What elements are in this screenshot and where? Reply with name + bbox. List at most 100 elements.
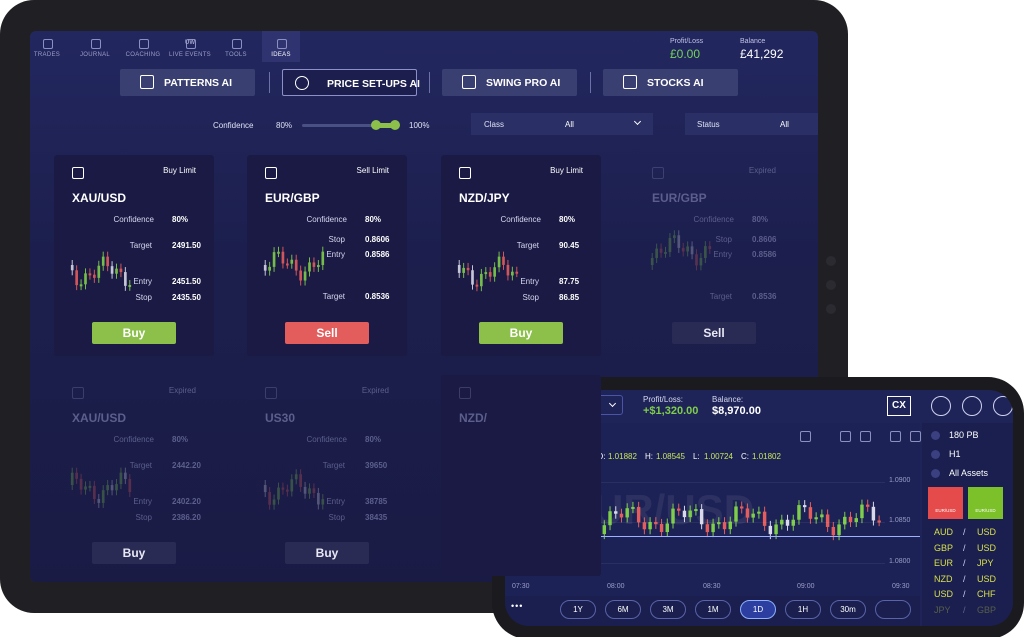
toolbar-icon[interactable] bbox=[800, 431, 811, 442]
buy-button[interactable]: EUR/USD bbox=[968, 487, 1003, 519]
candle-body bbox=[124, 272, 127, 286]
idea-card[interactable]: Buy Limit NZD/JPY Confidence 80% Target 90.45… bbox=[441, 155, 601, 356]
toolbar-icon[interactable] bbox=[860, 431, 871, 442]
header-icon[interactable] bbox=[962, 396, 982, 416]
pair-quote[interactable]: USD bbox=[977, 542, 997, 553]
candle-body bbox=[303, 486, 307, 494]
nav-item[interactable]: JOURNAL bbox=[79, 52, 111, 58]
side-timeframe: H1 bbox=[949, 449, 961, 459]
candle-body bbox=[321, 251, 325, 266]
candle-body bbox=[791, 519, 795, 526]
level-value: 86.85 bbox=[559, 293, 580, 302]
class-select[interactable]: Class All bbox=[471, 113, 653, 135]
toolbar-icon[interactable] bbox=[840, 431, 851, 442]
pair-quote[interactable]: CHF bbox=[977, 589, 996, 599]
timeframe-pill[interactable]: 1H bbox=[785, 600, 821, 619]
candle-body bbox=[625, 508, 629, 518]
card-icon bbox=[459, 167, 471, 179]
timeframe-pill[interactable]: 6M bbox=[605, 600, 641, 619]
pair-quote[interactable]: USD bbox=[977, 573, 997, 584]
trade-button[interactable]: Buy bbox=[92, 322, 176, 344]
price-label: 1.0900 bbox=[889, 477, 911, 484]
trade-button[interactable]: Buy bbox=[479, 322, 563, 344]
logo: CX bbox=[887, 396, 911, 416]
pair-quote[interactable]: USD bbox=[977, 527, 997, 537]
idea-card[interactable]: NZD/ bbox=[441, 375, 601, 576]
toolbar-icon[interactable] bbox=[890, 431, 901, 442]
candle-body bbox=[119, 472, 123, 485]
price-grid bbox=[510, 482, 885, 483]
pair-base[interactable]: EUR bbox=[934, 558, 954, 568]
more-button[interactable]: ••• bbox=[511, 601, 524, 611]
sell-button[interactable]: EUR/USD bbox=[928, 487, 963, 519]
pair-base[interactable]: NZD bbox=[934, 573, 953, 584]
toolbar-icon[interactable] bbox=[910, 431, 921, 442]
timeframe-pill[interactable] bbox=[875, 600, 911, 619]
confidence-label: Confidence bbox=[693, 215, 734, 224]
timeframe-pill[interactable]: 1M bbox=[695, 600, 731, 619]
timeframe-pill[interactable]: 30m bbox=[830, 600, 866, 619]
candle-body bbox=[694, 509, 698, 512]
nav-item[interactable]: LIVE EVENTS bbox=[169, 52, 211, 58]
level-value: 0.8536 bbox=[365, 292, 390, 301]
card-type: Expired bbox=[168, 386, 196, 395]
nav-item[interactable]: COACHING bbox=[125, 52, 161, 58]
idea-card[interactable]: Sell Limit EUR/GBP Confidence 80% Stop 0.8606… bbox=[247, 155, 407, 356]
candle-body bbox=[877, 520, 881, 523]
tab[interactable]: SWING PRO AI bbox=[442, 69, 577, 96]
candle-body bbox=[272, 252, 276, 267]
level-value: 90.45 bbox=[559, 241, 580, 250]
nav-item[interactable]: TOOLS bbox=[225, 52, 247, 58]
candle-body bbox=[654, 522, 658, 525]
status-select[interactable]: Status All bbox=[685, 113, 818, 135]
idea-card[interactable]: Buy Limit XAU/USD Confidence 80% Target 2491.… bbox=[54, 155, 214, 356]
pair-quote[interactable]: GBP bbox=[977, 604, 997, 615]
timeframe-pill[interactable]: 1D bbox=[740, 600, 776, 619]
idea-card[interactable]: Expired EUR/GBP Confidence 80% Stop 0.8606 Ent… bbox=[634, 155, 794, 356]
card-icon bbox=[652, 167, 664, 179]
idea-card[interactable]: Expired XAU/USD Confidence 80% Target 2442.20… bbox=[54, 375, 214, 576]
trade-button[interactable]: Sell bbox=[672, 322, 756, 344]
card-icon bbox=[265, 387, 277, 399]
trade-button[interactable]: Sell bbox=[285, 322, 369, 344]
timeframe-pill[interactable]: 3M bbox=[650, 600, 686, 619]
side-chevron[interactable] bbox=[931, 469, 940, 478]
candle-body bbox=[699, 509, 704, 525]
tab[interactable]: PRICE SET-UPS AI bbox=[282, 69, 420, 96]
confidence-value: 80% bbox=[365, 215, 382, 224]
pair-base[interactable]: GBP bbox=[934, 542, 954, 553]
level-value: 0.8536 bbox=[752, 292, 777, 301]
level-label: Entry bbox=[326, 250, 345, 259]
candle-body bbox=[128, 284, 132, 287]
price-grid bbox=[510, 522, 885, 523]
pair-base[interactable]: JPY bbox=[934, 604, 951, 615]
timeframe-pill[interactable]: 1Y bbox=[560, 600, 596, 619]
nav-item[interactable]: TRADES bbox=[33, 52, 61, 58]
pair-base[interactable]: USD bbox=[934, 589, 954, 599]
nav-item[interactable]: IDEAS bbox=[271, 52, 291, 58]
pair-quote[interactable]: JPY bbox=[977, 558, 994, 568]
pair-base[interactable]: AUD bbox=[934, 527, 954, 537]
side-chevron[interactable] bbox=[931, 450, 940, 459]
balance: £41,292 bbox=[740, 47, 784, 61]
balance: $8,970.00 bbox=[712, 405, 761, 417]
trade-button[interactable]: Buy bbox=[92, 542, 176, 564]
slider-knob[interactable] bbox=[390, 120, 400, 130]
candle-body bbox=[631, 506, 635, 509]
slider-knob[interactable] bbox=[371, 120, 381, 130]
tab[interactable]: STOCKS AI bbox=[603, 69, 738, 96]
header-icon[interactable] bbox=[931, 396, 951, 416]
trade-button[interactable]: Buy bbox=[285, 542, 369, 564]
card-type: Sell Limit bbox=[356, 166, 389, 175]
side-chevron[interactable] bbox=[931, 431, 940, 440]
header-icon[interactable] bbox=[993, 396, 1013, 416]
candle-body bbox=[785, 519, 790, 526]
confidence-label: Confidence bbox=[113, 215, 154, 224]
card-symbol: NZD/JPY bbox=[459, 191, 510, 205]
candle-body bbox=[673, 235, 676, 239]
slider-fill bbox=[375, 123, 397, 128]
candle-body bbox=[128, 479, 132, 493]
idea-card[interactable]: Expired US30 Confidence 80% Target 39650 Entry… bbox=[247, 375, 407, 576]
candle-body bbox=[837, 524, 841, 536]
tab[interactable]: PATTERNS AI bbox=[120, 69, 255, 96]
